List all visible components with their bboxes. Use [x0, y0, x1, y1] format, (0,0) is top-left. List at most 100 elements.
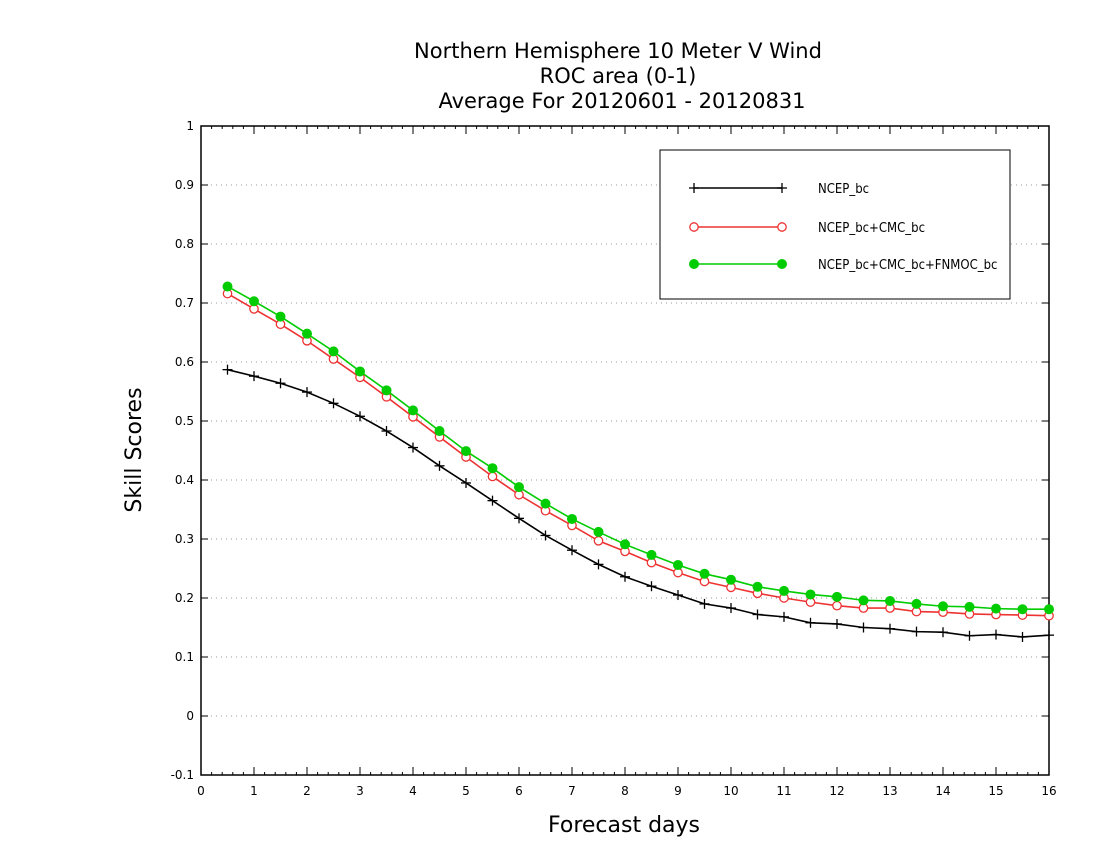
data-point [646, 581, 657, 592]
y-tick-label: 0.5 [175, 414, 194, 428]
data-point [699, 568, 710, 579]
y-tick-label: 1 [186, 119, 194, 133]
y-tick-label: 0.9 [175, 178, 194, 192]
data-point [249, 296, 259, 307]
y-tick-label: 0.2 [175, 591, 194, 605]
data-point [567, 545, 577, 556]
data-point [593, 559, 604, 570]
data-point [222, 281, 233, 292]
data-point [777, 222, 787, 232]
y-tick-label: -0.1 [171, 768, 194, 782]
data-point [779, 585, 789, 596]
data-point [487, 495, 498, 506]
y-tick-label: 0.1 [175, 650, 194, 664]
data-point [381, 426, 392, 437]
series-line [227, 285, 1049, 611]
x-tick-label: 2 [303, 784, 311, 798]
data-point [275, 311, 286, 322]
x-tick-label: 13 [882, 784, 897, 798]
data-point [938, 627, 948, 638]
data-point [938, 601, 948, 612]
data-point [487, 471, 498, 482]
data-point [593, 535, 604, 546]
data-point [805, 617, 816, 628]
data-point [911, 598, 922, 609]
data-point [779, 611, 789, 622]
data-point [689, 183, 699, 193]
x-tick-label: 9 [674, 784, 682, 798]
data-point [699, 598, 710, 609]
y-tick-label: 0.7 [175, 296, 194, 310]
data-point [540, 530, 551, 541]
series-line [227, 292, 1050, 617]
data-point [832, 591, 842, 602]
data-point [777, 259, 787, 269]
legend-label: NCEP_bc [818, 182, 869, 197]
x-tick-label: 8 [621, 784, 629, 798]
x-tick-label: 16 [1041, 784, 1056, 798]
series-3 [222, 281, 1054, 615]
axis-ticks: -0.100.10.20.30.40.50.60.70.80.910 1 2 3 4 5 6… [171, 119, 1057, 798]
legend-box [659, 149, 1011, 300]
data-point [777, 183, 787, 193]
data-point [858, 595, 869, 606]
data-point [832, 618, 842, 629]
data-point [646, 549, 657, 560]
y-tick-label: 0.8 [175, 237, 194, 251]
x-tick-label: 10 [723, 784, 738, 798]
data-point [461, 477, 471, 488]
data-point [620, 539, 630, 550]
data-point [991, 629, 1001, 640]
data-point [964, 630, 975, 641]
legend-entries: NCEP_bc NCEP_bc+CMC_bc NCEP_bc+CMC_bc+FNMO… [689, 182, 997, 273]
x-tick-label: 14 [935, 784, 950, 798]
series-line [227, 368, 1050, 638]
data-point [673, 559, 683, 570]
y-tick-label: 0.4 [175, 473, 194, 487]
data-point [567, 513, 577, 524]
legend: NCEP_bc NCEP_bc+CMC_bc NCEP_bc+CMC_bc+FNMO… [659, 149, 1011, 300]
x-tick-label: 1 [250, 784, 258, 798]
data-point [726, 574, 736, 585]
data-point [514, 513, 524, 524]
data-point [1017, 604, 1028, 615]
data-point [275, 378, 286, 389]
data-point [434, 426, 445, 437]
y-tick-label: 0.6 [175, 355, 194, 369]
data-point [355, 411, 365, 422]
data-point [1044, 630, 1054, 641]
y-axis-title: Skill Scores [122, 387, 147, 512]
series-layer [222, 281, 1054, 642]
chart-title-line-2: ROC area (0-1) [540, 64, 697, 88]
data-point [514, 482, 524, 493]
x-tick-label: 0 [197, 784, 205, 798]
data-point [673, 590, 683, 601]
data-point [434, 460, 445, 471]
x-tick-label: 15 [988, 784, 1003, 798]
data-point [328, 398, 339, 409]
data-point [593, 526, 604, 537]
data-point [911, 626, 922, 637]
data-point [689, 259, 699, 269]
chart-title-line-1: Northern Hemisphere 10 Meter V Wind [414, 39, 822, 63]
data-point [689, 222, 699, 232]
x-tick-label: 11 [776, 784, 791, 798]
data-point [805, 589, 816, 600]
x-tick-label: 3 [356, 784, 364, 798]
data-point [381, 385, 392, 396]
data-point [885, 623, 895, 634]
legend-label: NCEP_bc+CMC_bc [818, 221, 925, 236]
y-tick-label: 0 [186, 709, 194, 723]
data-point [222, 364, 233, 375]
x-tick-label: 4 [409, 784, 417, 798]
series-1 [222, 364, 1054, 642]
legend-label: NCEP_bc+CMC_bc+FNMOC_bc [818, 258, 997, 273]
data-point [540, 498, 551, 509]
data-point [249, 371, 259, 382]
data-point [408, 405, 418, 416]
data-point [832, 600, 842, 611]
data-point [408, 442, 418, 453]
x-tick-label: 7 [568, 784, 576, 798]
y-tick-label: 0.3 [175, 532, 194, 546]
